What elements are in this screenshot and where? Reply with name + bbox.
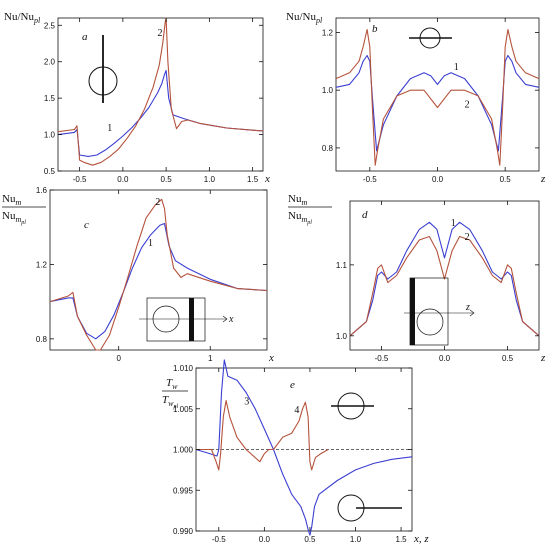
series-2-line — [49, 198, 268, 351]
inset-axis-label: z — [465, 302, 470, 313]
y-tick-label: 1.0 — [336, 332, 348, 341]
series-2-label: 2 — [465, 232, 470, 243]
x-tick-label: 0.5 — [304, 535, 316, 544]
y-tick-label: 0.995 — [173, 486, 194, 495]
inset-diagram — [331, 392, 402, 522]
y-tick-label: 1.2 — [322, 28, 334, 37]
series-1-label: 1 — [107, 123, 112, 134]
inset-diagram: z — [404, 277, 475, 346]
inset-arrow — [469, 309, 475, 317]
x-tick-label: 1 — [208, 354, 213, 363]
panel-label: c — [84, 219, 89, 231]
x-tick-label: 0.0 — [117, 175, 129, 184]
series-2-line — [335, 28, 540, 166]
x-axis-label: z — [540, 173, 546, 185]
series-2-label: 2 — [155, 197, 160, 208]
y-axis-label-den: Twpl — [162, 394, 178, 410]
panel-label: a — [82, 31, 88, 43]
panel-a: -0.5 0.0 0.5 1.0 1.5 0.5 1.0 1.5 2.0 2.5 a 1 2 x Nu/N… — [4, 11, 270, 185]
x-axis-label: z — [540, 352, 546, 364]
y-tick-label: 1.5 — [44, 94, 56, 103]
y-tick-label: 0.5 — [44, 167, 56, 176]
panel-d: -0.5 0.0 0.5 1.0 1.1 d 12 z Num Numpl z — [288, 193, 546, 364]
y-tick-label: 2.0 — [44, 58, 56, 67]
series-1-line — [349, 221, 540, 337]
y-tick-label: 1.000 — [173, 446, 194, 455]
x-tick-label: 0.5 — [502, 354, 514, 363]
series-1-label: 1 — [454, 62, 459, 73]
y-axis-label-num: Num — [2, 193, 21, 207]
x-tick-label: 1.0 — [204, 175, 216, 184]
y-tick-label: 1.005 — [173, 405, 194, 414]
y-axis-label-den: Numpl — [288, 210, 312, 226]
y-tick-label: 0.990 — [173, 527, 194, 536]
plot-frame — [335, 17, 540, 172]
panel-label: d — [362, 209, 368, 221]
inset-axis-label: x — [228, 314, 234, 325]
x-tick-label: 0.5 — [500, 175, 512, 184]
x-tick-label: 0 — [116, 354, 121, 363]
series-4-line — [196, 400, 329, 471]
y-tick-label: 1.1 — [336, 261, 348, 270]
inset-diagram: x — [139, 297, 234, 342]
y-axis-label-num: Num — [288, 193, 307, 207]
x-tick-label: -0.5 — [212, 535, 226, 544]
series-2-line — [349, 235, 540, 337]
series-1-line — [49, 222, 268, 340]
y-tick-label: 2.5 — [44, 21, 56, 30]
series-4-label: 4 — [294, 405, 299, 416]
plot-frame — [49, 189, 268, 351]
y-tick-label: 1.6 — [36, 186, 48, 195]
x-tick-label: 0.0 — [432, 175, 444, 184]
y-tick-label: 1.010 — [173, 364, 194, 373]
panel-b: -0.5 0.0 0.5 0.8 1.0 1.2 b 1 2 z Nu/Nupl — [286, 11, 546, 185]
plot-frame — [57, 17, 264, 172]
series-3-line — [195, 359, 413, 536]
x-tick-label: -0.5 — [375, 354, 389, 363]
series-1-line — [335, 54, 540, 152]
x-tick-label: -0.5 — [363, 175, 377, 184]
y-tick-label: 1.0 — [44, 131, 56, 140]
x-tick-label: 1.5 — [247, 175, 259, 184]
y-axis-label-den: Numpl — [2, 210, 26, 226]
inset-plate — [189, 298, 194, 341]
inset-arrow — [222, 315, 228, 323]
inset-circle — [416, 308, 444, 336]
inset-plate — [410, 278, 415, 345]
series-2-label: 2 — [465, 99, 470, 110]
series-1-label: 1 — [451, 218, 456, 229]
inset-diagram — [409, 27, 452, 49]
y-tick-label: 0.8 — [322, 144, 334, 153]
y-axis-label-num: Tw — [166, 377, 178, 391]
x-tick-label: 1.5 — [396, 535, 408, 544]
inset-diagram — [88, 35, 118, 103]
x-tick-label: 0.0 — [259, 535, 271, 544]
y-axis-label: Nu/Nupl — [4, 11, 41, 25]
x-tick-label: 0.5 — [161, 175, 173, 184]
x-axis-label: x, z — [413, 533, 429, 545]
series-2-label: 2 — [157, 28, 162, 39]
panel-e: -0.5 0.0 0.5 1.0 1.5 0.990 0.995 1.000 1.005 1.01… — [162, 359, 429, 545]
x-axis-label: x — [268, 352, 274, 364]
x-tick-label: 0.0 — [439, 354, 451, 363]
series-2-line — [57, 17, 264, 166]
panel-c: 0 1 0.8 1.2 1.6 c 1 2 x Num Numpl x — [2, 186, 274, 364]
y-tick-label: 0.8 — [36, 335, 48, 344]
inset-box — [146, 297, 206, 342]
panel-label: e — [290, 379, 295, 391]
y-tick-label: 1.0 — [322, 86, 334, 95]
series-3-label: 3 — [244, 397, 249, 408]
panel-label: b — [372, 23, 378, 35]
y-tick-label: 1.2 — [36, 260, 48, 269]
y-axis-label: Nu/Nupl — [286, 11, 323, 25]
x-axis-label: x — [264, 173, 270, 185]
series-1-label: 1 — [148, 238, 153, 249]
x-tick-label: -0.5 — [73, 175, 87, 184]
x-tick-label: 1.0 — [350, 535, 362, 544]
